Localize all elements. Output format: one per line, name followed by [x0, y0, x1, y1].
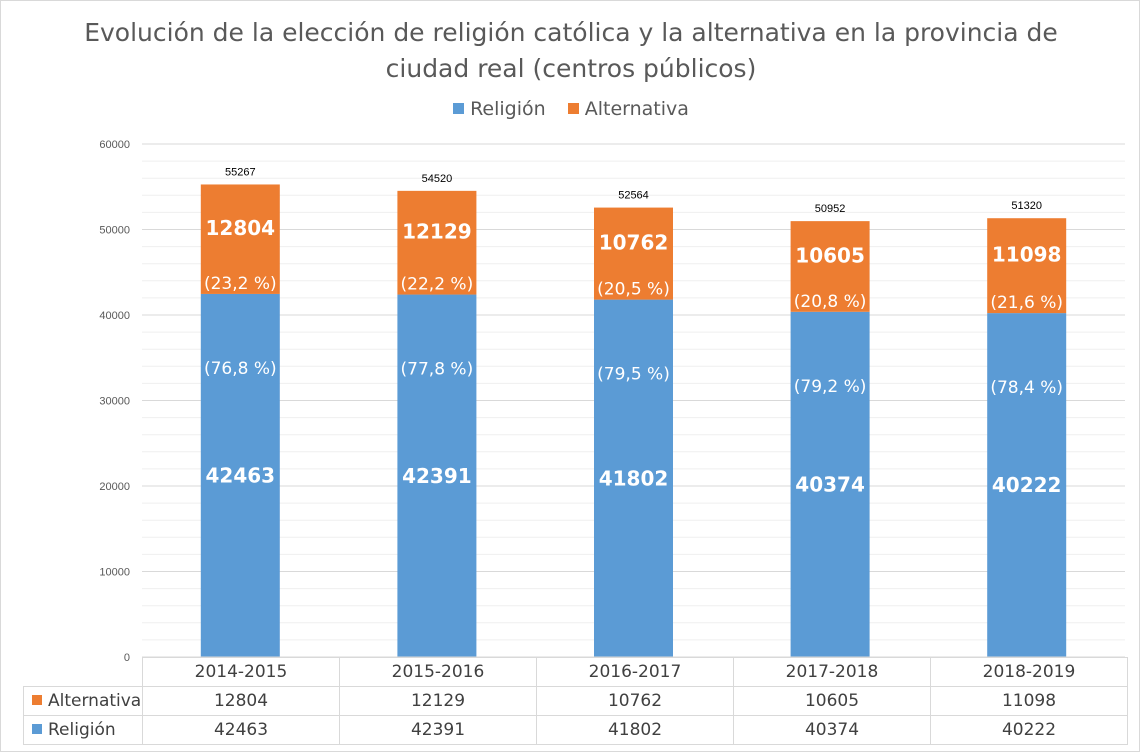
- bar-alternativa: [987, 218, 1067, 314]
- table-cell: 40374: [733, 715, 931, 745]
- legend-label-religion: Religión: [470, 98, 546, 120]
- table-header-2016-2017: 2016-2017: [536, 657, 734, 687]
- y-tick-label: 10000: [99, 567, 130, 579]
- chart-title: Evolución de la elección de religión cat…: [1, 15, 1140, 87]
- percent-label-alternativa: (22,2 %): [401, 275, 474, 295]
- bar-alternativa: [594, 207, 673, 300]
- y-tick-label: 40000: [99, 310, 130, 322]
- y-tick-label: 50000: [99, 225, 130, 237]
- total-label: 55267: [225, 166, 256, 178]
- y-tick-label: 20000: [99, 481, 130, 493]
- table-cell: 12129: [339, 686, 537, 716]
- data-label-alternativa: 12129: [402, 220, 472, 244]
- data-label-alternativa: 10605: [795, 243, 865, 267]
- bar-religion: [200, 293, 280, 657]
- table-rowhead-label: Alternativa: [48, 691, 142, 711]
- table-cell: 12804: [142, 686, 340, 716]
- data-label-religion: 40374: [795, 472, 865, 496]
- total-label: 54520: [422, 173, 453, 185]
- table-header-2017-2018: 2017-2018: [733, 657, 931, 687]
- table-cell: 40222: [930, 715, 1128, 745]
- table-header-2014-2015: 2014-2015: [142, 657, 340, 687]
- table-row-religion: Religión 42463 42391 41802 40374 40222: [23, 715, 1128, 745]
- legend-entry-religion: Religión: [453, 98, 546, 120]
- table-header-2015-2016: 2015-2016: [339, 657, 537, 687]
- total-label: 50952: [815, 203, 846, 215]
- y-tick-label: 30000: [99, 396, 130, 408]
- data-label-religion: 42463: [206, 463, 276, 487]
- percent-label-religion: (79,2 %): [794, 377, 867, 397]
- bar-religion: [987, 313, 1067, 657]
- percent-label-alternativa: (20,8 %): [794, 292, 867, 312]
- y-tick-label: 60000: [99, 139, 130, 151]
- data-label-religion: 41802: [599, 466, 669, 490]
- data-label-alternativa: 12804: [206, 216, 276, 240]
- table-cell: 42391: [339, 715, 537, 745]
- legend-label-alternativa: Alternativa: [584, 98, 689, 120]
- data-table-corner: [24, 658, 143, 687]
- legend-swatch-alternativa: [567, 103, 579, 114]
- data-label-alternativa: 11098: [992, 243, 1062, 267]
- table-cell: 11098: [930, 686, 1128, 716]
- data-label-religion: 42391: [402, 464, 472, 488]
- bar-religion: [397, 294, 477, 657]
- legend-swatch-religion: [453, 103, 465, 114]
- chart-title-line-1: Evolución de la elección de religión cat…: [84, 18, 1058, 47]
- table-rowhead-alternativa: Alternativa: [23, 686, 143, 716]
- percent-label-religion: (76,8 %): [204, 359, 277, 379]
- total-label: 51320: [1011, 200, 1042, 212]
- table-cell: 42463: [142, 715, 340, 745]
- table-row-alternativa: Alternativa 12804 12129 10762 10605 1109…: [23, 686, 1128, 716]
- legend-entry-alternativa: Alternativa: [567, 98, 689, 120]
- data-table: 2014-2015 2015-2016 2016-2017 2017-2018 …: [23, 657, 1128, 745]
- table-rowhead-label: Religión: [48, 720, 116, 740]
- table-swatch-religion: [32, 724, 42, 734]
- bar-religion: [790, 311, 870, 657]
- table-cell: 10762: [536, 686, 734, 716]
- percent-label-religion: (79,5 %): [597, 365, 670, 385]
- percent-label-alternativa: (21,6 %): [990, 293, 1063, 313]
- bar-alternativa: [397, 190, 477, 295]
- table-cell: 41802: [536, 715, 734, 745]
- chart-title-line-2: ciudad real (centros públicos): [385, 54, 757, 83]
- table-rowhead-religion: Religión: [23, 715, 143, 745]
- y-tick-label: 0: [124, 652, 130, 664]
- legend: Religión Alternativa: [1, 98, 1140, 120]
- data-table-header-row: 2014-2015 2015-2016 2016-2017 2017-2018 …: [24, 657, 1128, 687]
- table-cell: 10605: [733, 686, 931, 716]
- data-label-alternativa: 10762: [599, 231, 669, 255]
- bar-alternativa: [200, 184, 280, 294]
- percent-label-alternativa: (20,5 %): [597, 280, 670, 300]
- data-label-religion: 40222: [992, 473, 1062, 497]
- percent-label-religion: (78,4 %): [990, 378, 1063, 398]
- total-label: 52564: [618, 190, 649, 202]
- percent-label-alternativa: (23,2 %): [204, 274, 277, 294]
- percent-label-religion: (77,8 %): [401, 360, 474, 380]
- table-header-2018-2019: 2018-2019: [930, 657, 1128, 687]
- table-swatch-alternativa: [32, 695, 42, 705]
- bar-alternativa: [790, 221, 870, 312]
- bar-religion: [594, 299, 673, 657]
